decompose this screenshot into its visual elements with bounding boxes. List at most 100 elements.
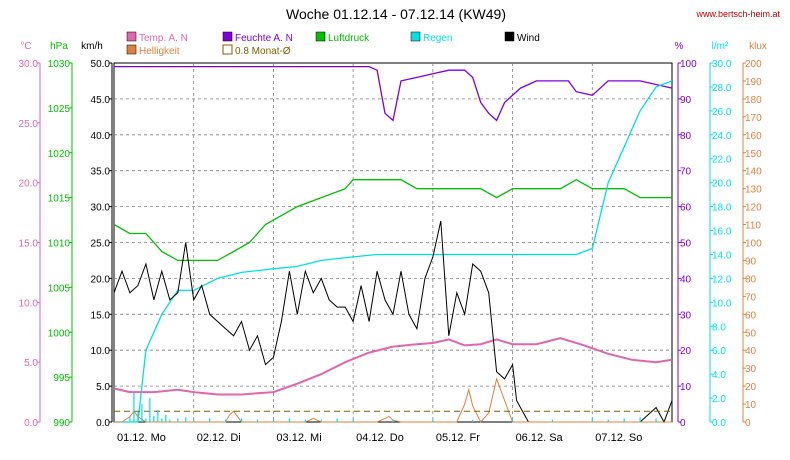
x-tick-label: 03.12. Mi (276, 432, 321, 444)
series-line-temp (113, 337, 673, 396)
legend-swatch-temp (126, 31, 137, 42)
tick-label-rain: 24.0 (712, 131, 732, 142)
legend-swatch-humidity (222, 31, 233, 42)
tick-label-rain: 16.0 (712, 227, 732, 238)
tick-label-rain: 10.0 (712, 298, 732, 309)
legend-swatch-pressure (315, 31, 326, 42)
legend-swatch-brightness (126, 44, 137, 55)
x-tick-label: 01.12. Mo (117, 432, 166, 444)
tick-label-brightness: 60 (745, 310, 757, 321)
tick-label-rain: 12.0 (712, 274, 732, 285)
tick-label-brightness: 110 (745, 221, 761, 232)
series-line-pressure (113, 178, 672, 262)
tick-label-temp: 10.0 (19, 298, 39, 309)
tick-label-brightness: 90 (745, 256, 757, 267)
legend-label-rain: Regen (423, 33, 452, 44)
tick-label-brightness: 190 (745, 77, 762, 88)
tick-label-rain: 2.0 (712, 394, 726, 405)
tick-label-temp: 0.0 (24, 418, 38, 429)
tick-label-brightness: 100 (745, 239, 762, 250)
legend-label-temp: Temp. A. N (139, 33, 188, 44)
tick-label-wind: 40.0 (91, 131, 111, 142)
tick-label-brightness: 10 (745, 400, 757, 411)
tick-label-wind: 30.0 (91, 203, 111, 214)
left-axes: 30.0 25.0 20.0 15.0 10.0 5.0 0.0 °C 1030 1025 1020… (19, 41, 113, 429)
tick-label-rain: 0.0 (712, 418, 726, 429)
legend-swatch-rain (410, 31, 421, 42)
tick-label-humidity: 90 (680, 95, 692, 106)
unit-label-rain: l/m² (712, 41, 729, 52)
right-axes: 1009080706050403020100%30.028.026.024.02… (675, 41, 767, 429)
x-tick-label: 04.12. Do (356, 432, 404, 444)
tick-label-humidity: 0 (680, 418, 686, 429)
unit-label-brightness: klux (749, 41, 767, 52)
tick-label-wind: 10.0 (91, 346, 111, 357)
tick-label-wind: 45.0 (91, 95, 111, 106)
tick-label-pressure: 1025 (48, 104, 71, 115)
tick-label-wind: 25.0 (91, 239, 111, 250)
tick-label-wind: 15.0 (91, 310, 111, 321)
legend-label-brightness: Helligkeit (139, 46, 180, 57)
legend-label-month_avg: 0.8 Monat-Ø (235, 46, 291, 57)
tick-label-humidity: 10 (680, 382, 692, 393)
tick-label-temp: 30.0 (19, 59, 39, 70)
x-axis: 01.12. Mo 02.12. Di 03.12. Mi 04.12. Do 05.1… (117, 432, 642, 444)
website-label: www.bertsch-heim.at (695, 9, 780, 19)
tick-label-wind: 0.0 (96, 418, 110, 429)
tick-label-pressure: 995 (53, 373, 70, 384)
x-tick-label: 05.12. Fr (436, 432, 480, 444)
legend-label-pressure: Luftdruck (328, 33, 370, 44)
x-tick-label: 06.12. Sa (516, 432, 564, 444)
x-tick-label: 02.12. Di (197, 432, 241, 444)
tick-label-pressure: 1020 (48, 149, 71, 160)
tick-label-brightness: 150 (745, 149, 762, 160)
tick-label-rain: 4.0 (712, 370, 726, 381)
tick-label-brightness: 160 (745, 131, 762, 142)
tick-label-brightness: 200 (745, 59, 762, 70)
tick-label-wind: 50.0 (91, 59, 111, 70)
unit-label-wind: km/h (81, 41, 103, 52)
plot-grid (113, 62, 673, 423)
tick-label-brightness: 140 (745, 167, 762, 178)
tick-label-humidity: 20 (680, 346, 692, 357)
tick-label-humidity: 50 (680, 239, 692, 250)
tick-label-brightness: 130 (745, 185, 762, 196)
tick-label-brightness: 30 (745, 364, 757, 375)
tick-label-wind: 5.0 (96, 382, 110, 393)
tick-label-brightness: 20 (745, 382, 757, 393)
tick-label-rain: 18.0 (712, 203, 732, 214)
tick-label-humidity: 30 (680, 310, 692, 321)
tick-label-rain: 30.0 (712, 59, 732, 70)
tick-label-rain: 22.0 (712, 155, 732, 166)
tick-label-humidity: 70 (680, 167, 692, 178)
tick-label-humidity: 80 (680, 131, 692, 142)
series-line-humidity (114, 65, 673, 122)
tick-label-pressure: 1015 (48, 194, 71, 205)
legend-label-wind: Wind (517, 33, 540, 44)
tick-label-brightness: 0 (745, 418, 751, 429)
tick-label-pressure: 1010 (48, 239, 71, 250)
legend: Temp. A. N Feuchte A. N Luftdruck Regen Wind… (126, 31, 540, 57)
tick-label-brightness: 120 (745, 203, 762, 214)
tick-label-humidity: 100 (680, 59, 697, 70)
tick-label-rain: 28.0 (712, 83, 732, 94)
tick-label-rain: 6.0 (712, 346, 726, 357)
tick-label-brightness: 40 (745, 346, 757, 357)
tick-label-temp: 20.0 (19, 179, 39, 190)
series-line-rain (114, 80, 673, 423)
legend-swatch-month_avg (222, 44, 233, 55)
tick-label-pressure: 1000 (48, 328, 71, 339)
tick-label-pressure: 1005 (48, 283, 71, 294)
tick-label-pressure: 1030 (48, 59, 71, 70)
series-line-brightness (114, 377, 672, 423)
legend-swatch-wind (504, 31, 515, 42)
tick-label-brightness: 70 (745, 292, 757, 303)
tick-label-pressure: 990 (53, 418, 70, 429)
tick-label-temp: 15.0 (19, 239, 39, 250)
x-tick-label: 07.12. So (595, 432, 642, 444)
unit-label-pressure: hPa (50, 41, 68, 52)
tick-label-temp: 5.0 (24, 358, 38, 369)
tick-label-rain: 20.0 (712, 179, 732, 190)
tick-label-humidity: 40 (680, 274, 692, 285)
